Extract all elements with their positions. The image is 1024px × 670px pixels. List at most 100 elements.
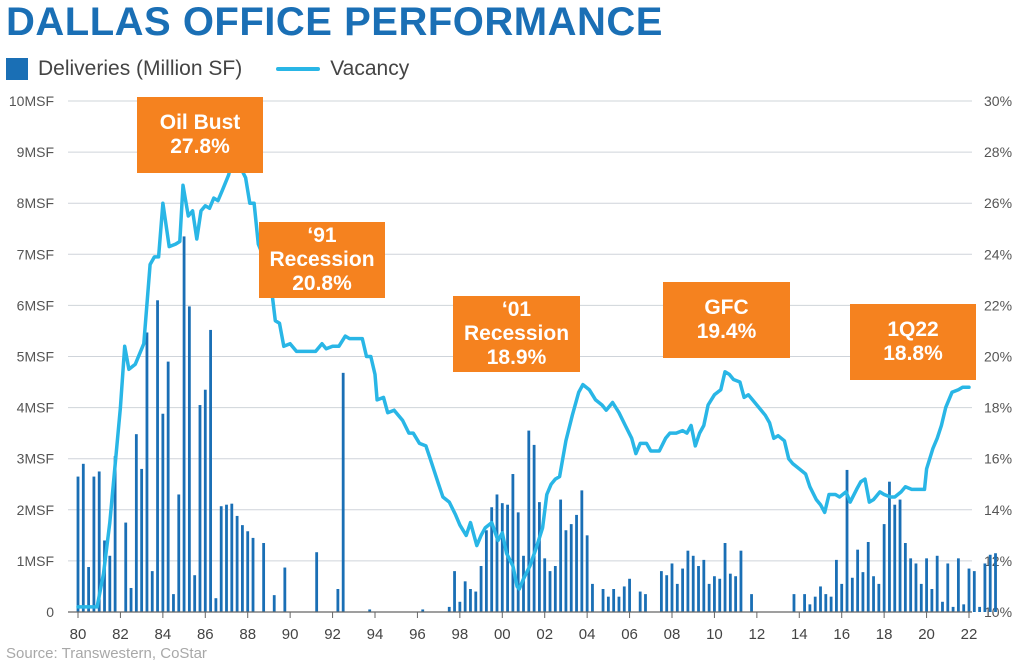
delivery-bar	[893, 504, 897, 612]
delivery-bar	[235, 515, 239, 612]
delivery-bar	[941, 601, 944, 612]
delivery-bar	[150, 571, 154, 612]
delivery-bar	[707, 583, 711, 612]
delivery-bar	[251, 537, 255, 612]
x-tick-label: 22	[961, 626, 978, 643]
delivery-bar	[559, 499, 563, 612]
delivery-bar	[845, 469, 849, 612]
callout-01-line1: ‘01	[501, 298, 532, 321]
y-left-tick-label: 3MSF	[17, 451, 54, 467]
x-tick-label: 82	[112, 626, 129, 643]
delivery-bar	[262, 543, 266, 612]
y-left-tick-label: 7MSF	[17, 246, 54, 262]
delivery-bar	[140, 468, 144, 612]
delivery-bar	[580, 490, 584, 612]
delivery-bar	[903, 543, 907, 612]
delivery-bar	[951, 606, 955, 612]
delivery-bar	[129, 587, 133, 612]
callout-oil-bust-line1: Oil Bust	[159, 111, 241, 134]
delivery-bar	[803, 594, 806, 612]
delivery-bar	[108, 555, 112, 612]
delivery-bar	[495, 494, 499, 612]
y-right-tick-label: 24%	[984, 246, 1012, 262]
delivery-bar	[553, 566, 557, 612]
delivery-bar	[548, 571, 552, 612]
callout-gfc-line1: GFC	[704, 296, 749, 319]
x-tick-label: 18	[876, 626, 893, 643]
delivery-bar	[124, 522, 128, 612]
x-tick-label: 98	[452, 626, 469, 643]
delivery-bar	[564, 530, 568, 612]
delivery-bar	[962, 604, 966, 612]
delivery-bar	[824, 594, 828, 612]
delivery-bar	[909, 558, 913, 612]
callout-oil-bust: Oil Bust 27.8%	[137, 97, 263, 173]
delivery-bar	[500, 503, 504, 612]
y-right-tick-label: 20%	[984, 349, 1012, 365]
x-tick-label: 88	[239, 626, 256, 643]
delivery-bar	[193, 575, 197, 612]
delivery-bar	[750, 594, 753, 612]
delivery-bar	[728, 573, 732, 612]
delivery-bar	[522, 555, 525, 612]
chart-title: DALLAS OFFICE PERFORMANCE	[6, 0, 663, 44]
delivery-bar	[670, 563, 674, 612]
delivery-bar	[368, 609, 372, 612]
delivery-bar	[808, 604, 812, 612]
vacancy-legend-label: Vacancy	[330, 57, 410, 80]
delivery-bar	[718, 578, 722, 612]
y-right-tick-label: 28%	[984, 144, 1012, 160]
delivery-bar	[569, 524, 573, 612]
delivery-bar	[585, 535, 589, 612]
delivery-bar	[166, 361, 170, 612]
delivery-bar	[474, 591, 478, 612]
callout-1q22-line2: 18.8%	[883, 342, 943, 365]
delivery-bar	[230, 503, 234, 612]
delivery-bar	[490, 507, 494, 612]
callout-91-line2: Recession	[269, 248, 375, 271]
x-tick-label: 96	[409, 626, 426, 643]
x-tick-label: 20	[918, 626, 935, 643]
delivery-bar	[617, 596, 621, 612]
delivery-bar	[612, 589, 616, 612]
delivery-bar	[978, 606, 982, 612]
delivery-bar	[113, 456, 117, 612]
delivery-bar	[628, 578, 631, 612]
delivery-bar	[882, 524, 886, 612]
delivery-bar	[453, 571, 456, 612]
delivery-bar	[930, 589, 934, 612]
delivery-bar	[819, 586, 822, 612]
deliveries-legend-swatch	[6, 58, 28, 80]
delivery-bar	[161, 413, 165, 612]
delivery-bar	[469, 589, 472, 612]
delivery-bar	[713, 576, 716, 612]
delivery-bar	[172, 594, 175, 612]
x-tick-label: 06	[621, 626, 638, 643]
y-left-tick-label: 0	[46, 604, 54, 620]
delivery-bar	[145, 332, 149, 612]
delivery-bar	[134, 434, 138, 612]
delivery-bar	[861, 572, 865, 612]
delivery-bar	[840, 583, 844, 612]
x-tick-label: 86	[197, 626, 214, 643]
delivery-bar	[543, 558, 547, 612]
callout-gfc: GFC 19.4%	[663, 282, 790, 358]
callout-oil-bust-line2: 27.8%	[170, 135, 230, 158]
delivery-bar	[203, 389, 207, 612]
callout-01-line2: Recession	[463, 322, 570, 345]
delivery-bar	[697, 566, 700, 612]
x-tick-label: 92	[324, 626, 341, 643]
callout-1q22-line1: 1Q22	[887, 318, 939, 341]
callout-gfc-line2: 19.4%	[696, 320, 757, 343]
y-left-tick-label: 5MSF	[17, 349, 54, 365]
delivery-bar	[92, 476, 96, 612]
y-left-tick-label: 2MSF	[17, 502, 54, 518]
y-left-tick-label: 8MSF	[17, 195, 54, 211]
x-tick-label: 02	[536, 626, 553, 643]
delivery-bar	[601, 589, 605, 612]
y-right-tick-label: 16%	[984, 451, 1012, 467]
deliveries-legend-label: Deliveries (Million SF)	[38, 57, 243, 80]
delivery-bar	[198, 405, 202, 612]
delivery-bar	[516, 512, 520, 612]
